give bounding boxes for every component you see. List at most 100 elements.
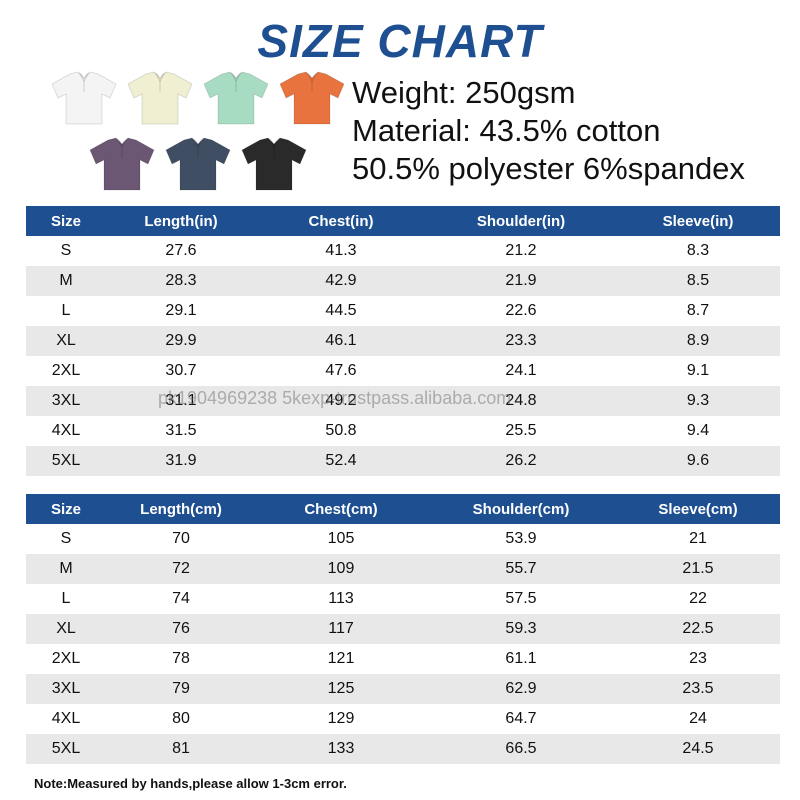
product-info: Weight: 250gsm Material: 43.5% cotton 50…	[352, 74, 745, 188]
table-cell: 26.2	[505, 452, 537, 469]
table-cell: 21.5	[682, 560, 714, 577]
polo-shirt-purple	[89, 137, 155, 191]
table-cell: 23	[689, 650, 707, 667]
table-cell: 109	[327, 560, 355, 577]
table-cell: 5XL	[51, 740, 81, 757]
table-cell: 113	[328, 590, 354, 607]
table-cell: 61.1	[505, 650, 537, 667]
table-cell: 81	[172, 740, 190, 757]
polo-shirt-black	[241, 137, 307, 191]
table-cell: 78	[172, 650, 190, 667]
table-header: Size Length(cm) Chest(cm) Shoulder(cm) Sleev…	[26, 494, 780, 524]
table-cell: 49.2	[325, 392, 357, 409]
table-cell: 27.6	[165, 242, 197, 259]
table-cell: 24	[689, 710, 707, 727]
table-cell: 22.6	[505, 302, 537, 319]
table-cell: 64.7	[505, 710, 537, 727]
watermark: pk1904969238 5kexp-trustpass.alibaba.com	[158, 388, 512, 408]
table-cell: 8.7	[686, 302, 710, 319]
table-cell: 129	[327, 710, 355, 727]
table-cell: 31.5	[165, 422, 197, 439]
table-cell: 30.7	[165, 362, 197, 379]
size-table-cm: Size Length(cm) Chest(cm) Shoulder(cm) Sleev…	[26, 494, 780, 764]
table-row: S 70 105 53.9 21	[26, 524, 780, 554]
table-cell: 31.1	[165, 392, 197, 409]
table-cell: 23.3	[505, 332, 537, 349]
column-header: Shoulder(cm)	[472, 500, 570, 518]
table-cell: 66.5	[505, 740, 537, 757]
table-cell: 55.7	[505, 560, 537, 577]
table-cell: 9.4	[686, 422, 710, 439]
table-cell: 24.1	[505, 362, 537, 379]
table-cell: 70	[172, 530, 190, 547]
table-cell: 74	[172, 590, 190, 607]
table-row: 2XL 30.7 47.6 24.1 9.1	[26, 356, 780, 386]
table-cell: 125	[327, 680, 355, 697]
column-header: Length(cm)	[140, 500, 222, 518]
material-text-2: 50.5% polyester 6%spandex	[352, 151, 745, 186]
table-cell: 42.9	[325, 272, 357, 289]
table-cell: 4XL	[51, 422, 81, 439]
table-cell: S	[60, 530, 72, 547]
table-cell: 80	[172, 710, 190, 727]
table-cell: 72	[172, 560, 190, 577]
table-row: S 27.6 41.3 21.2 8.3	[26, 236, 780, 266]
table-row: XL 76 117 59.3 22.5	[26, 614, 780, 644]
table-cell: 28.3	[165, 272, 197, 289]
table-cell: 57.5	[505, 590, 537, 607]
column-header: Length(in)	[144, 212, 218, 230]
table-cell: 133	[327, 740, 355, 757]
table-cell: 41.3	[325, 242, 357, 259]
column-header: Chest(cm)	[304, 500, 378, 518]
table-cell: 9.3	[686, 392, 710, 409]
size-table-inches: Size Length(in) Chest(in) Shoulder(in) Sleev…	[26, 206, 780, 476]
table-cell: 59.3	[505, 620, 537, 637]
table-cell: 9.6	[686, 452, 710, 469]
table-row: 4XL 31.5 50.8 25.5 9.4	[26, 416, 780, 446]
table-cell: 53.9	[505, 530, 537, 547]
table-cell: 22	[689, 590, 707, 607]
table-cell: 21.9	[505, 272, 537, 289]
table-cell: XL	[56, 620, 76, 637]
table-cell: 29.1	[165, 302, 197, 319]
table-cell: 24.5	[682, 740, 714, 757]
table-row: L 74 113 57.5 22	[26, 584, 780, 614]
table-cell: 2XL	[51, 362, 81, 379]
table-cell: 47.6	[325, 362, 357, 379]
table-cell: M	[59, 560, 73, 577]
table-cell: S	[60, 242, 72, 259]
table-cell: 9.1	[686, 362, 710, 379]
table-cell: 21.2	[505, 242, 537, 259]
material-text: Material: 43.5% cotton	[352, 113, 661, 148]
table-cell: L	[61, 590, 71, 607]
table-cell: 52.4	[325, 452, 357, 469]
column-header: Size	[50, 212, 81, 230]
table-cell: 22.5	[682, 620, 714, 637]
table-cell: L	[61, 302, 71, 319]
table-cell: 50.8	[325, 422, 357, 439]
table-cell: 5XL	[51, 452, 81, 469]
table-cell: 31.9	[165, 452, 197, 469]
table-cell: 21	[689, 530, 707, 547]
table-row: 3XL 79 125 62.9 23.5	[26, 674, 780, 704]
table-cell: 44.5	[325, 302, 357, 319]
table-row: 2XL 78 121 61.1 23	[26, 644, 780, 674]
table-cell: 46.1	[325, 332, 357, 349]
table-cell: 76	[172, 620, 190, 637]
column-header: Sleeve(cm)	[658, 500, 738, 518]
table-row: 5XL 81 133 66.5 24.5	[26, 734, 780, 764]
page-title: SIZE CHART	[257, 15, 543, 67]
polo-shirt-cream	[127, 71, 193, 125]
shirt-color-swatches	[48, 66, 348, 196]
table-cell: 62.9	[505, 680, 537, 697]
polo-shirt-white	[51, 71, 117, 125]
table-cell: 25.5	[505, 422, 537, 439]
table-cell: 117	[328, 620, 354, 637]
table-cell: XL	[56, 332, 76, 349]
table-cell: 121	[327, 650, 355, 667]
table-row: L 29.1 44.5 22.6 8.7	[26, 296, 780, 326]
table-row: M 28.3 42.9 21.9 8.5	[26, 266, 780, 296]
note-text: Note:Measured by hands,please allow 1-3c…	[34, 776, 347, 791]
table-cell: 8.9	[686, 332, 710, 349]
table-cell: 2XL	[51, 650, 81, 667]
